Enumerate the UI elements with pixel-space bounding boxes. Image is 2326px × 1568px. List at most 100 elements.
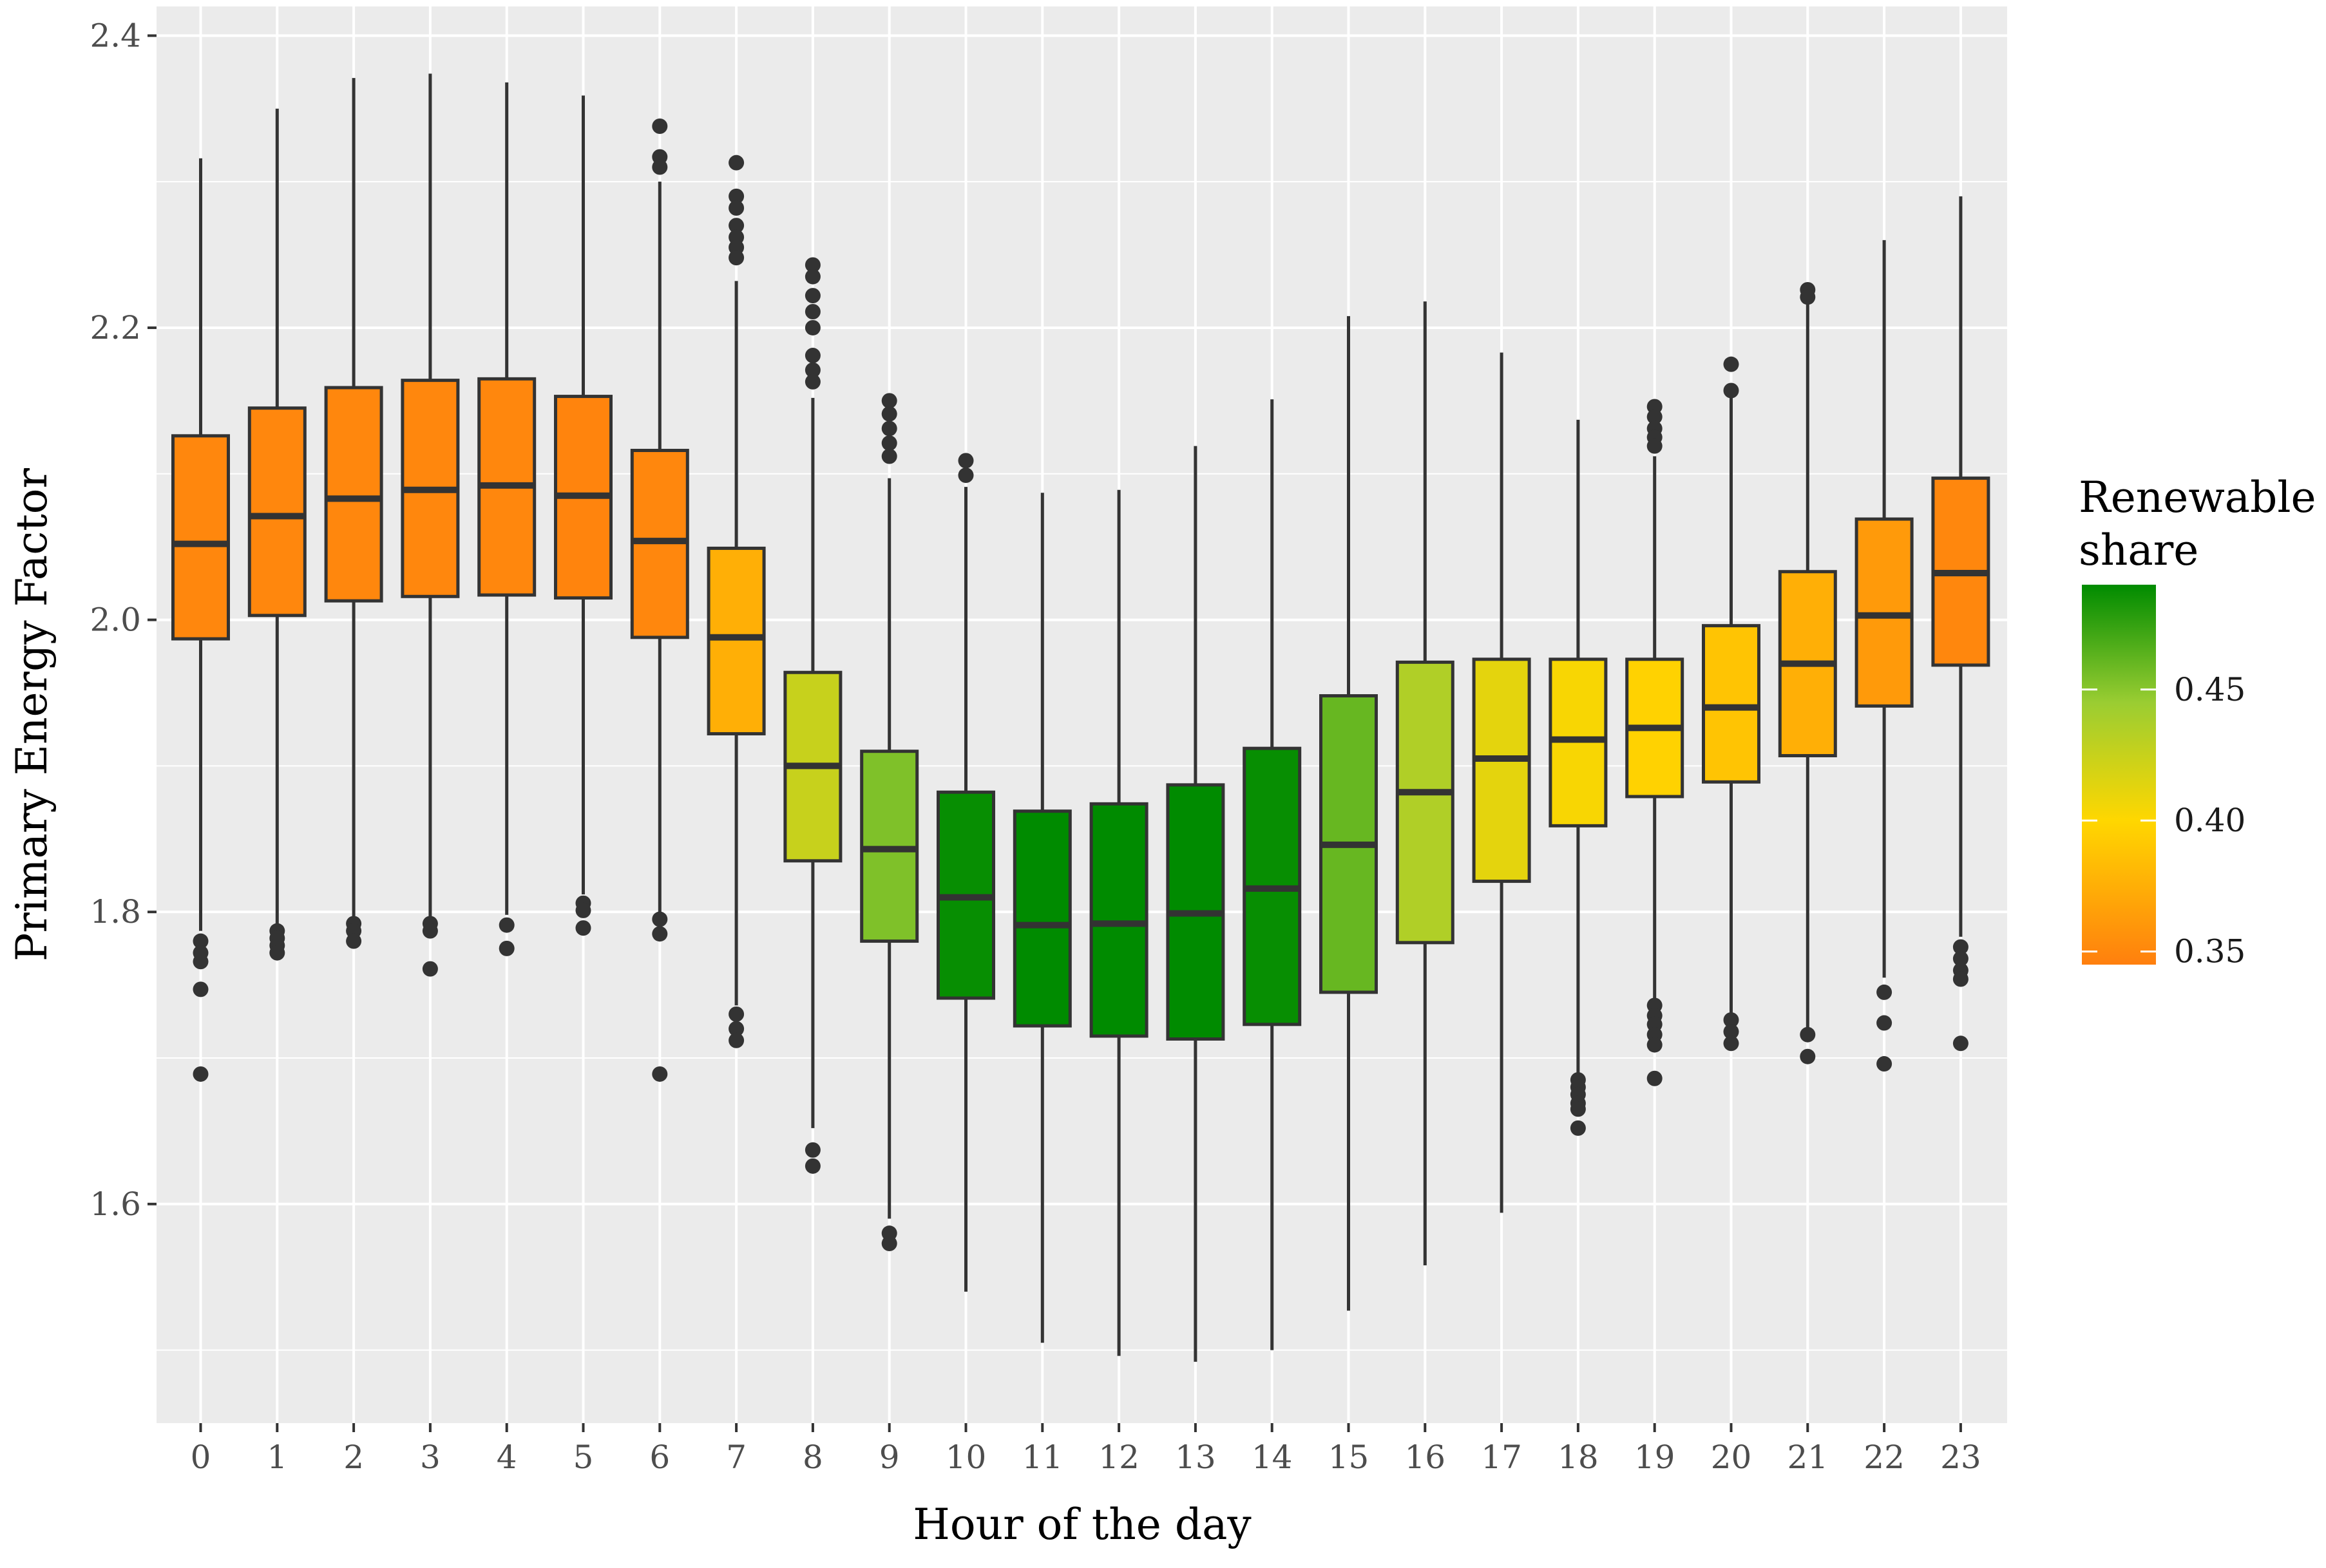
plot-panel [157,6,2007,1423]
outlier-point [1723,1012,1739,1028]
x-tick-label: 12 [1098,1439,1139,1476]
outlier-point [729,1032,745,1048]
outlier-point [881,393,897,409]
x-tick-label: 20 [1711,1439,1752,1476]
outlier-point [881,435,897,451]
outlier-point [1800,289,1816,305]
outlier-point [1952,1035,1969,1052]
outlier-point [729,200,745,216]
x-tick-label: 19 [1634,1439,1675,1476]
outlier-point [1646,409,1663,425]
x-tick-label: 16 [1404,1439,1445,1476]
outlier-point [1570,1120,1586,1136]
box-hour-1 [247,108,307,961]
outlier-point [193,1066,209,1082]
x-tick-label: 3 [420,1439,441,1476]
outlier-point [805,319,821,335]
box-hour-13 [1166,446,1225,1362]
grid-minor [157,181,2007,1351]
x-axis-title: Hour of the day [913,1500,1252,1549]
x-tick-label: 10 [946,1439,987,1476]
outlier-point [881,1236,897,1252]
box-iqr [247,406,307,618]
x-tick-label: 18 [1558,1439,1599,1476]
box-iqr [171,434,230,641]
x-tick-label: 21 [1787,1439,1828,1476]
outlier-point [1646,1037,1663,1053]
outlier-point [881,448,897,464]
outlier-point [652,911,668,927]
outlier-point [1723,1024,1739,1040]
outlier-point [1876,1056,1892,1072]
outlier-point [652,118,668,134]
y-tick-label: 2.4 [90,17,141,54]
box-iqr [707,546,766,735]
outlier-point [805,269,821,285]
legend-title-line-1: Renewable [2079,473,2316,522]
outlier-point [729,155,745,171]
x-tick-label: 6 [649,1439,670,1476]
x-axis: 0 1 2 3 4 5 6 7 8 9 10 11 12 13 14 15 16 17 18 19 20 21 22 23 [191,1423,1981,1476]
y-tick-label: 1.6 [90,1185,141,1223]
box-iqr [1089,802,1149,1038]
box-hour-8 [783,257,843,1174]
outlier-point [575,920,591,936]
outlier-point [805,1142,821,1158]
x-tick-label: 15 [1328,1439,1369,1476]
y-tick-label: 2.2 [90,309,141,346]
outlier-point [575,902,591,918]
box-hour-3 [401,73,460,977]
outlier-point [805,373,821,390]
outlier-point [1800,1048,1816,1064]
outlier-point [881,406,897,422]
x-tick-label: 5 [573,1439,594,1476]
outlier-point [881,420,897,437]
outlier-point [499,917,515,933]
y-axis: 1.6 1.8 2.0 2.2 2.4 [90,17,157,1223]
outlier-point [193,933,209,949]
x-tick-label: 14 [1252,1439,1293,1476]
y-tick-label: 2.0 [90,601,141,639]
box-hour-18 [1549,419,1608,1136]
outlier-point [805,304,821,320]
outlier-point [1952,939,1969,955]
outlier-point [958,453,974,469]
box-hour-6 [630,118,689,1082]
box-hour-11 [1013,493,1072,1343]
box-hour-15 [1319,316,1378,1311]
box-hour-12 [1089,489,1149,1356]
box-hour-17 [1472,352,1531,1213]
box-hour-7 [707,155,766,1048]
outlier-point [269,945,285,961]
outlier-point [1952,971,1969,987]
outlier-point [1723,1035,1739,1052]
x-tick-label: 2 [343,1439,364,1476]
outlier-point [652,1066,668,1082]
y-tick-label: 1.8 [90,893,141,930]
box-iqr [1395,660,1454,945]
x-tick-label: 1 [267,1439,287,1476]
outlier-point [805,1158,821,1174]
boxes [171,73,1990,1362]
x-tick-label: 13 [1175,1439,1216,1476]
x-tick-label: 8 [803,1439,823,1476]
outlier-point [422,961,438,977]
outlier-point [422,923,438,939]
box-hour-9 [860,393,919,1252]
outlier-point [1876,1015,1892,1031]
outlier-point [805,257,821,273]
box-hour-20 [1702,356,1760,1052]
x-tick-label: 4 [497,1439,517,1476]
outlier-point [729,188,745,204]
outlier-point [958,468,974,484]
outlier-point [805,348,821,364]
outlier-point [652,159,668,175]
x-tick-label: 9 [879,1439,900,1476]
box-iqr [1013,809,1072,1028]
x-tick-label: 7 [726,1439,747,1476]
outlier-point [193,954,209,970]
box-hour-5 [554,95,613,936]
outlier-point [805,362,821,378]
legend-title-line-2: share [2079,525,2198,575]
